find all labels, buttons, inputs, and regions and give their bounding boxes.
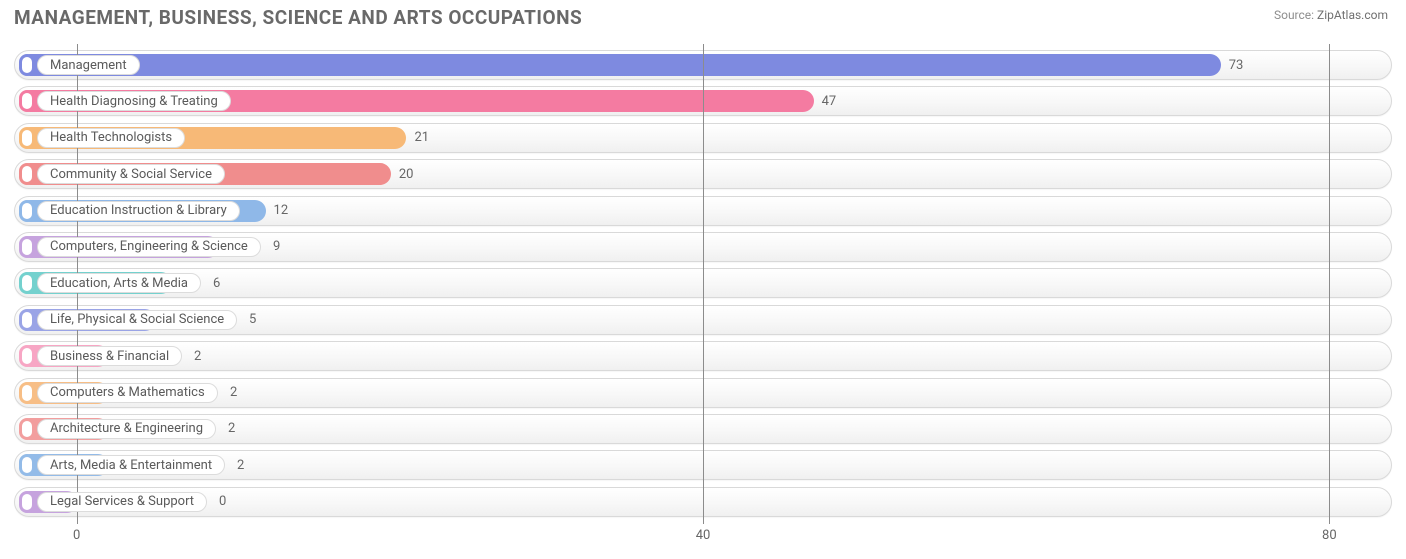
bar-cap-icon [19, 90, 35, 112]
bar-label-pill: Community & Social Service [37, 164, 225, 184]
bar-value-label: 0 [211, 488, 226, 516]
bar-value-label: 6 [205, 269, 220, 297]
bar-cap-icon [19, 418, 35, 440]
bar-label-pill: Life, Physical & Social Science [37, 310, 237, 330]
bar-label-pill: Computers, Engineering & Science [37, 237, 261, 257]
bar-cap-icon [19, 309, 35, 331]
chart-title: MANAGEMENT, BUSINESS, SCIENCE AND ARTS O… [0, 0, 1406, 29]
bar-label-pill: Business & Financial [37, 346, 182, 366]
source-label: Source: [1274, 8, 1314, 22]
x-tick-label: 80 [1322, 528, 1337, 543]
bar-label-pill: Management [37, 55, 140, 75]
bar-cap-icon [19, 491, 35, 513]
bar-label-pill: Education Instruction & Library [37, 201, 240, 221]
bar-label-pill: Education, Arts & Media [37, 273, 201, 293]
source-attribution: Source: ZipAtlas.com [1274, 8, 1388, 22]
bar-chart: Management 73 Health Diagnosing & Treating… [14, 44, 1392, 545]
bar-cap-icon [19, 454, 35, 476]
bar-value-label: 2 [220, 415, 235, 443]
x-tick-label: 40 [696, 528, 711, 543]
bar-cap-icon [19, 345, 35, 367]
bar-cap-icon [19, 382, 35, 404]
bar-value-label: 47 [814, 87, 837, 115]
bar-value-label: 73 [1221, 51, 1244, 79]
grid-line [1329, 44, 1330, 524]
bar-value-label: 12 [266, 197, 289, 225]
bar-label-pill: Arts, Media & Entertainment [37, 455, 225, 475]
plot-area: Management 73 Health Diagnosing & Treating… [14, 44, 1392, 545]
source-value: ZipAtlas.com [1317, 8, 1388, 22]
bar-label-pill: Health Diagnosing & Treating [37, 91, 231, 111]
bar-value-label: 21 [406, 124, 429, 152]
bar-label-pill: Health Technologists [37, 128, 185, 148]
bar-cap-icon [19, 272, 35, 294]
bar-value-label: 2 [222, 379, 237, 407]
bar-value-label: 2 [186, 342, 201, 370]
bar-value-label: 9 [265, 233, 280, 261]
bar-cap-icon [19, 163, 35, 185]
bar-value-label: 2 [229, 451, 244, 479]
bar-cap-icon [19, 236, 35, 258]
bar-cap-icon [19, 127, 35, 149]
grid-line [703, 44, 704, 524]
x-tick-label: 0 [73, 528, 80, 543]
bar-cap-icon [19, 200, 35, 222]
bar-label-pill: Legal Services & Support [37, 492, 207, 512]
bar-label-pill: Architecture & Engineering [37, 419, 216, 439]
bar-value-label: 20 [391, 160, 414, 188]
bar-cap-icon [19, 54, 35, 76]
bar-value-label: 5 [241, 306, 256, 334]
bar [19, 54, 1221, 76]
bar-label-pill: Computers & Mathematics [37, 383, 218, 403]
